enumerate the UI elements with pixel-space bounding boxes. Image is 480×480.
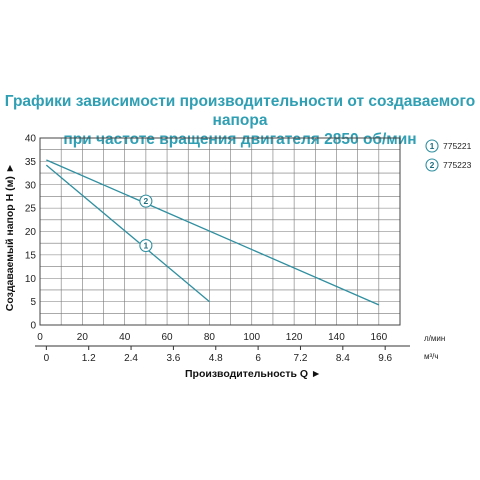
series-marker-label-775221: 1 <box>144 241 149 251</box>
x-tick-label: 40 <box>119 332 131 343</box>
x-unit-secondary: м³/ч <box>424 352 439 361</box>
y-tick-label: 40 <box>25 134 37 145</box>
x-secondary-tick-label: 3.6 <box>166 353 180 364</box>
x-secondary-tick-label: 7.2 <box>294 353 308 364</box>
legend: 1 775221 2 775223 <box>425 139 472 172</box>
series-marker-label-775223: 2 <box>144 196 149 206</box>
chart-title-line-1: Графики зависимости производительности о… <box>4 93 476 129</box>
y-tick-label: 30 <box>25 180 37 191</box>
legend-marker-label: 2 <box>430 160 435 170</box>
grid <box>40 138 400 325</box>
x-tick-label: 0 <box>37 332 43 343</box>
x-secondary-tick-label: 2.4 <box>124 353 138 364</box>
x-axis-label: Производительность Q ► <box>185 368 321 380</box>
x-secondary-tick-label: 1.2 <box>82 353 96 364</box>
series-marker-775223 <box>139 194 153 208</box>
x-tick-label: 120 <box>286 332 303 343</box>
plot-frame <box>39 137 401 326</box>
series-line-775221 <box>45 164 210 303</box>
x-tick-label: 100 <box>243 332 260 343</box>
y-tick-label: 15 <box>25 250 37 261</box>
legend-marker-label: 1 <box>430 141 435 151</box>
x-secondary-tick-label: 8.4 <box>336 353 350 364</box>
x-unit-primary: л/мин <box>424 334 445 343</box>
series-line-775223 <box>46 159 380 306</box>
legend-entry-775223: 775223 <box>443 160 472 170</box>
y-axis-label: Создаваемый напор H (м) ► <box>4 163 16 311</box>
x-secondary-tick-label: 6 <box>255 353 261 364</box>
chart-title-line-2: при частоте вращения двигателя 2850 об/м… <box>63 131 417 148</box>
x-secondary-tick-label: 0 <box>44 353 50 364</box>
series-layer: 12 <box>45 159 380 306</box>
y-tick-label: 35 <box>25 157 37 168</box>
x-secondary-tick-label: 4.8 <box>209 353 223 364</box>
legend-marker-775221 <box>425 139 439 153</box>
x-tick-label: 80 <box>204 332 216 343</box>
y-tick-label: 0 <box>30 321 36 332</box>
x-tick-label: 60 <box>161 332 173 343</box>
x-secondary-tick-label: 9.6 <box>378 353 392 364</box>
x-tick-label: 160 <box>370 332 387 343</box>
legend-marker-775223 <box>425 158 439 172</box>
y-tick-label: 5 <box>30 297 36 308</box>
y-tick-label: 20 <box>25 227 37 238</box>
y-tick-label: 10 <box>25 274 37 285</box>
legend-entry-775221: 775221 <box>443 141 472 151</box>
x-tick-label: 140 <box>328 332 345 343</box>
x-tick-label: 20 <box>77 332 89 343</box>
chart-title: Графики зависимости производительности о… <box>0 92 480 149</box>
y-tick-label: 25 <box>25 204 37 215</box>
series-marker-775221 <box>139 238 153 253</box>
